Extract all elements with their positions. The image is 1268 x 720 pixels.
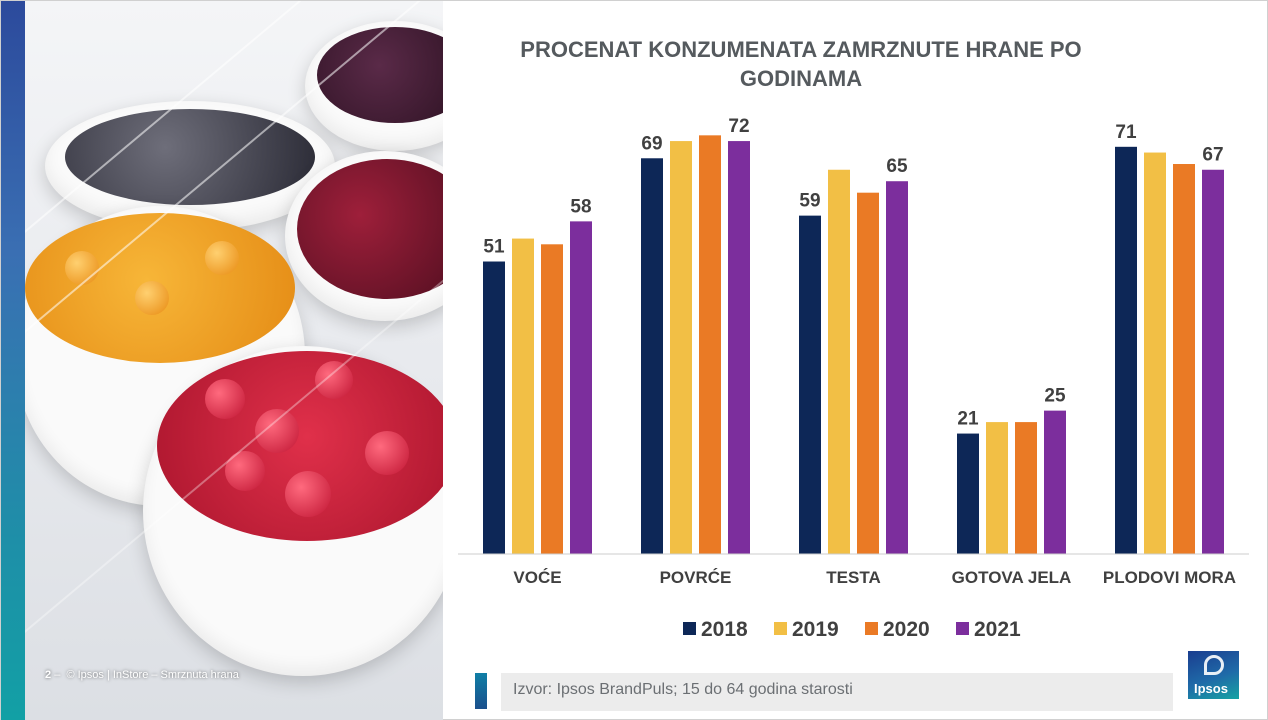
legend-swatch-2020 [865, 622, 878, 635]
legend-label-2019: 2019 [792, 618, 839, 641]
legend-swatch-2021 [956, 622, 969, 635]
data-label-2021-4: 67 [1202, 145, 1223, 166]
category-label-4: PLODOVI MORA [1103, 568, 1236, 587]
bar-2018-1 [641, 158, 663, 555]
bar-2019-2 [828, 169, 850, 554]
bar-2020-1 [699, 135, 721, 554]
data-label-2018-0: 51 [483, 237, 505, 258]
bar-2019-1 [670, 141, 692, 555]
footer-copyright: © Ipsos | InStore – Smrznuta hrana [66, 669, 239, 681]
category-label-3: GOTOVA JELA [952, 568, 1072, 587]
data-label-2018-4: 71 [1115, 122, 1137, 143]
data-label-2021-1: 72 [728, 116, 749, 137]
accent-stripe [1, 1, 25, 720]
bar-2021-2 [886, 181, 908, 555]
bar-2020-2 [857, 192, 879, 554]
data-label-2021-2: 65 [886, 156, 908, 177]
bar-chart: 51 58 VOĆE 69 72 POVRĆE 59 65 TESTA 21 25 GOTOVA JE… [458, 116, 1249, 641]
footer-dash: – [54, 669, 61, 681]
source-accent [475, 673, 487, 709]
bar-2020-3 [1015, 422, 1037, 554]
category-label-0: VOĆE [513, 568, 561, 587]
bar-2021-3 [1044, 410, 1066, 554]
bar-2019-4 [1144, 152, 1166, 554]
bar-2021-1 [728, 141, 750, 555]
source-note: Izvor: Ipsos BrandPuls; 15 do 64 godina … [501, 673, 1173, 711]
bar-2021-0 [570, 221, 592, 555]
data-label-2018-1: 69 [641, 133, 662, 154]
bar-2018-4 [1115, 146, 1137, 554]
bar-2018-0 [483, 261, 505, 554]
page-number: 2 [45, 669, 52, 681]
bar-2020-0 [541, 244, 563, 554]
legend-swatch-2018 [683, 622, 696, 635]
legend-label-2021: 2021 [974, 618, 1021, 641]
bar-2021-4 [1202, 169, 1224, 554]
bar-2018-2 [799, 215, 821, 554]
legend-label-2018: 2018 [701, 618, 748, 641]
category-label-2: TESTA [826, 568, 880, 587]
bar-2019-0 [512, 238, 534, 555]
legend-swatch-2019 [774, 622, 787, 635]
data-label-2021-3: 25 [1044, 386, 1066, 407]
data-label-2018-2: 59 [799, 191, 820, 212]
bar-2020-4 [1173, 164, 1195, 554]
data-label-2018-3: 21 [957, 409, 979, 430]
ipsos-logo: Ipsos [1188, 651, 1239, 699]
bar-2019-3 [986, 422, 1008, 554]
footer: 2 – © Ipsos | InStore – Smrznuta hrana [45, 669, 239, 681]
frozen-food-photo [25, 1, 443, 720]
chart-title: PROCENAT KONZUMENATA ZAMRZNUTE HRANE PO … [520, 37, 1082, 91]
bar-2018-3 [957, 433, 979, 554]
legend-label-2020: 2020 [883, 618, 930, 641]
logo-text: Ipsos [1194, 681, 1228, 696]
data-label-2021-0: 58 [570, 196, 591, 217]
category-label-1: POVRĆE [660, 568, 732, 587]
